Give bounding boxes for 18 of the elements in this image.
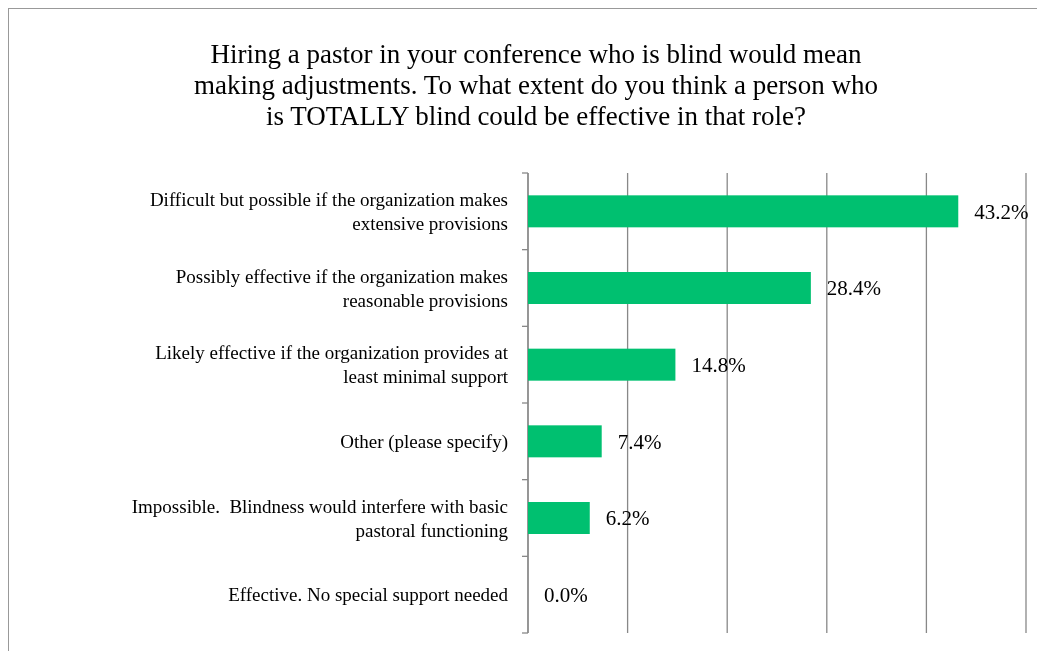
data-label: 6.2% [605, 506, 650, 531]
bar [528, 425, 602, 458]
y-tick-label: Impossible. Blindness would interfere with basic pastoral functioning [131, 495, 509, 541]
y-tick-label: Effective. No special support needed [228, 584, 509, 606]
bar [528, 502, 590, 534]
data-label: 28.4% [826, 276, 882, 301]
data-label: 14.8% [691, 353, 746, 378]
data-label: 0.0% [544, 583, 588, 608]
bar [528, 195, 959, 228]
bar [528, 272, 811, 304]
y-tick-label: Difficult but possible if the organization makes extensive provisions [149, 188, 508, 234]
y-tick-label: Likely effective if the organization provides at least minimal support [155, 342, 509, 388]
data-label: 7.4% [617, 429, 662, 454]
bar [528, 348, 676, 381]
y-tick-label: Possibly effective if the organization makes reasonable provisions [175, 265, 508, 311]
data-label: 43.2% [974, 199, 1029, 224]
chart-title: Hiring a pastor in your conference who is blind would mean making adjustments. To what extent do you think a person who is TOTALLY blind could be effective in that role? [194, 39, 878, 131]
y-tick-label: Other (please specify) [340, 430, 508, 453]
